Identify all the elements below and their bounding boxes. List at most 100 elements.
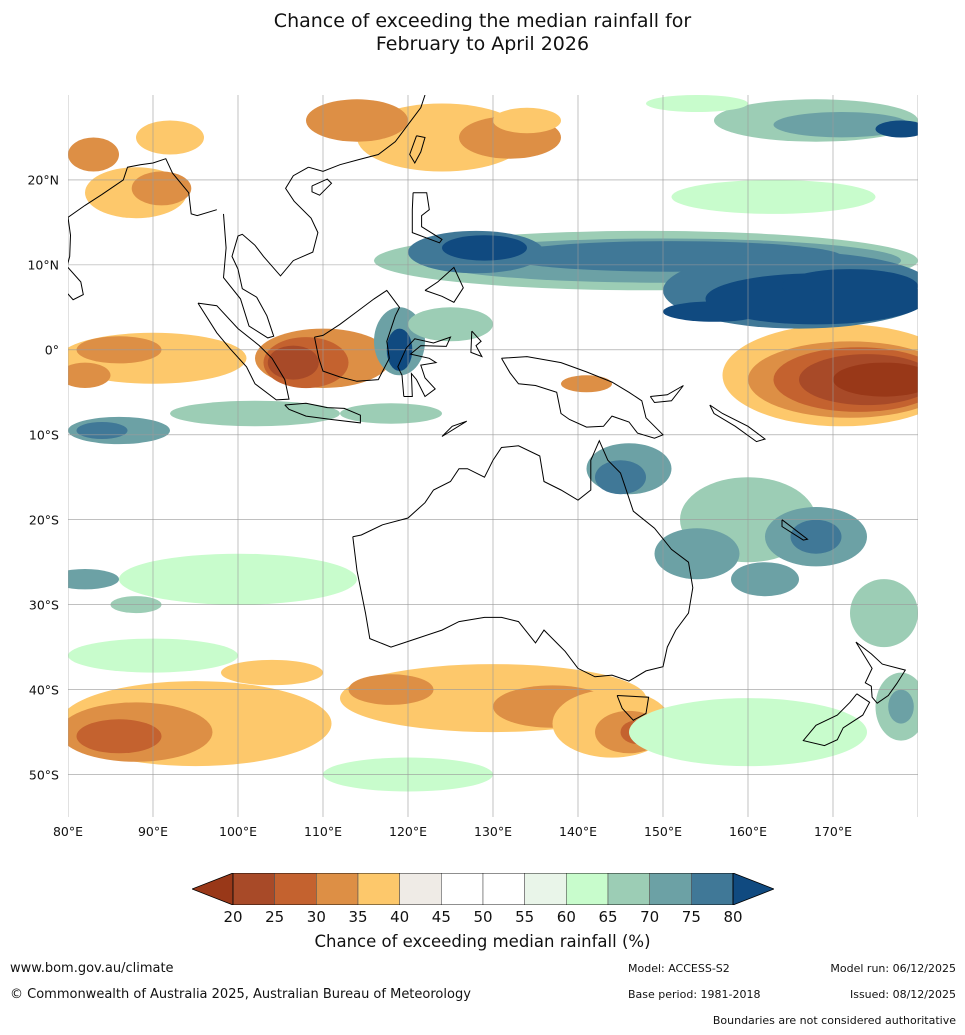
mindanao-coastline xyxy=(424,266,464,303)
rainfall-patch-20 xyxy=(306,99,408,142)
lon-label: 120°E xyxy=(388,824,428,839)
colorbar-swatch xyxy=(566,873,609,905)
new-guinea-coastline xyxy=(501,356,664,439)
rainfall-patch-55 xyxy=(790,519,842,554)
lat-label: 30°S xyxy=(28,597,59,613)
rainfall-patch-14 xyxy=(131,171,192,206)
colorbar-label: Chance of exceeding median rainfall (%) xyxy=(314,932,651,951)
tasmania-coastline xyxy=(616,695,650,721)
lon-label: 160°E xyxy=(728,824,768,839)
rainfall-patch-50 xyxy=(76,422,128,439)
solomon-islands-coastline xyxy=(709,404,767,443)
colorbar-tick-label: 80 xyxy=(723,908,743,926)
hainan-coastline xyxy=(311,178,333,196)
colorbar-tick-label: 35 xyxy=(348,908,368,926)
rainfall-patch-28 xyxy=(833,362,918,397)
lon-label: 100°E xyxy=(218,824,258,839)
australia-coastline xyxy=(352,439,694,682)
colorbar-tick-label: 25 xyxy=(265,908,285,926)
issued-date: Issued: 08/12/2025 xyxy=(849,988,956,1001)
rainfall-patch-48 xyxy=(340,403,442,424)
south-china-coastline xyxy=(308,95,426,172)
graticule xyxy=(68,95,918,817)
rainfall-patch-46 xyxy=(408,307,493,342)
rainfall-patch-57 xyxy=(731,562,799,597)
base-period: Base period: 1981-2018 xyxy=(628,988,761,1001)
sulawesi-coastline xyxy=(397,336,452,398)
lat-label: 50°S xyxy=(28,767,59,783)
rainfall-patch-56 xyxy=(654,528,740,580)
new-zealand-south-coastline xyxy=(802,693,871,747)
rainfall-patch-2 xyxy=(76,719,162,754)
lat-label: 40°S xyxy=(28,682,59,698)
rainfall-map xyxy=(68,95,918,817)
coastlines xyxy=(68,95,907,747)
colorbar-swatch xyxy=(274,873,317,905)
malay-peninsula-coastline xyxy=(222,166,319,339)
halmahera-coastline xyxy=(470,330,483,358)
taiwan-coastline xyxy=(409,135,426,165)
colorbar-tick-label: 70 xyxy=(640,908,660,926)
rainfall-patch-47 xyxy=(170,400,340,427)
colorbar-swatch xyxy=(649,873,692,905)
rainfall-patch-12 xyxy=(68,362,111,388)
lon-label: 140°E xyxy=(558,824,598,839)
sumatra-coastline xyxy=(197,302,290,401)
lat-label: 20°N xyxy=(27,172,59,188)
map-title: Chance of exceeding the median rainfall … xyxy=(0,10,965,56)
rainfall-patch-34 xyxy=(442,235,527,261)
copyright-text: © Commonwealth of Australia 2025, Austra… xyxy=(10,987,471,1002)
website-link[interactable]: www.bom.gov.au/climate xyxy=(10,961,174,976)
lon-label: 110°E xyxy=(303,824,343,839)
rainfall-patch-60 xyxy=(888,689,914,724)
lon-label: 90°E xyxy=(137,824,169,839)
timor-coastline xyxy=(441,420,467,437)
colorbar-tick-label: 50 xyxy=(473,908,493,926)
colorbar-swatch xyxy=(441,873,484,905)
rainfall-patch-9 xyxy=(221,659,323,686)
new-caledonia-coastline xyxy=(781,519,809,541)
colorbar-tick-label: 45 xyxy=(431,908,451,926)
model-run-date: Model run: 06/12/2025 xyxy=(830,962,956,975)
colorbar-tick-label: 20 xyxy=(223,908,243,926)
colorbar-swatch xyxy=(482,873,525,905)
rainfall-patch-40 xyxy=(773,112,910,138)
colorbar-under-arrow xyxy=(192,873,234,905)
borneo-coastline xyxy=(314,289,401,382)
colorbar-swatch xyxy=(357,873,400,905)
lat-label: 10°S xyxy=(28,427,59,443)
new-zealand-north-coastline xyxy=(855,641,907,704)
map-title-line-2: February to April 2026 xyxy=(375,33,590,55)
colorbar-swatch xyxy=(316,873,359,905)
colorbar-swatch xyxy=(691,873,734,905)
rainfall-patch-22 xyxy=(493,107,561,134)
colorbar-outline xyxy=(232,873,734,905)
colorbar-tick-label: 65 xyxy=(598,908,618,926)
colorbar-tick-label: 60 xyxy=(556,908,576,926)
colorbar-swatch xyxy=(399,873,442,905)
rainfall-patch-52 xyxy=(595,460,646,495)
rainfall-patch-42 xyxy=(671,179,876,214)
rainfall-patch-38 xyxy=(663,301,765,322)
model-name: Model: ACCESS-S2 xyxy=(628,962,730,975)
rainfall-patch-41 xyxy=(875,120,918,138)
colorbar-tick-label: 55 xyxy=(515,908,535,926)
lon-label: 150°E xyxy=(643,824,683,839)
colorbar-tick-label: 40 xyxy=(390,908,410,926)
rainfall-patch-29 xyxy=(561,375,612,393)
rainfall-patch-58 xyxy=(850,579,918,648)
lat-label: 10°N xyxy=(27,257,59,273)
sri-lanka-coastline xyxy=(68,266,84,301)
new-britain-coastline xyxy=(649,385,684,404)
lon-label: 80°E xyxy=(52,824,84,839)
luzon-coastline xyxy=(411,192,443,244)
lat-label: 0° xyxy=(44,342,59,358)
lon-label: 130°E xyxy=(473,824,513,839)
java-coastline xyxy=(284,402,361,424)
colorbar-tick-label: 75 xyxy=(681,908,701,926)
colorbar-swatch xyxy=(607,873,650,905)
india-bengal-coastline xyxy=(68,158,217,218)
colorbar-over-arrow xyxy=(732,873,774,905)
rainfall-patch-43 xyxy=(646,95,748,112)
rainfall-patch-23 xyxy=(136,120,204,155)
